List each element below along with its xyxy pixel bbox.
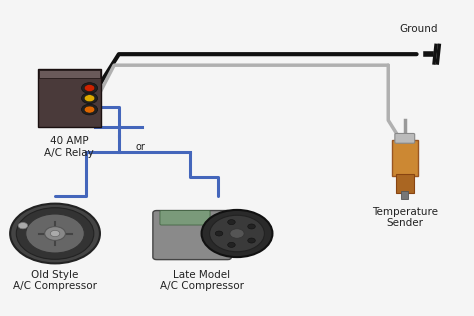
- Text: 40 AMP
A/C Relay: 40 AMP A/C Relay: [45, 136, 94, 158]
- Circle shape: [215, 231, 223, 236]
- Circle shape: [82, 104, 98, 115]
- FancyBboxPatch shape: [160, 210, 210, 225]
- Circle shape: [210, 215, 264, 252]
- Circle shape: [16, 208, 94, 259]
- FancyBboxPatch shape: [401, 191, 408, 199]
- Circle shape: [84, 95, 95, 102]
- Circle shape: [84, 85, 95, 92]
- Circle shape: [230, 229, 244, 238]
- Circle shape: [50, 230, 60, 237]
- Text: or: or: [136, 142, 145, 152]
- Circle shape: [45, 227, 65, 240]
- Circle shape: [228, 220, 235, 225]
- Circle shape: [228, 242, 235, 247]
- Circle shape: [18, 222, 27, 229]
- Circle shape: [26, 214, 84, 253]
- FancyBboxPatch shape: [395, 133, 415, 143]
- Circle shape: [248, 224, 255, 229]
- FancyBboxPatch shape: [38, 70, 100, 78]
- Circle shape: [248, 238, 255, 243]
- Text: Late Model
A/C Compressor: Late Model A/C Compressor: [160, 270, 244, 291]
- FancyBboxPatch shape: [37, 69, 101, 127]
- FancyBboxPatch shape: [153, 210, 231, 260]
- Text: Old Style
A/C Compressor: Old Style A/C Compressor: [13, 270, 97, 291]
- Circle shape: [201, 210, 273, 257]
- FancyBboxPatch shape: [392, 140, 418, 176]
- Circle shape: [10, 204, 100, 264]
- Circle shape: [84, 106, 95, 113]
- Text: Temperature
Sender: Temperature Sender: [372, 207, 438, 228]
- FancyBboxPatch shape: [396, 174, 414, 193]
- Circle shape: [82, 93, 98, 104]
- Text: Ground: Ground: [400, 24, 438, 34]
- Circle shape: [82, 83, 98, 94]
